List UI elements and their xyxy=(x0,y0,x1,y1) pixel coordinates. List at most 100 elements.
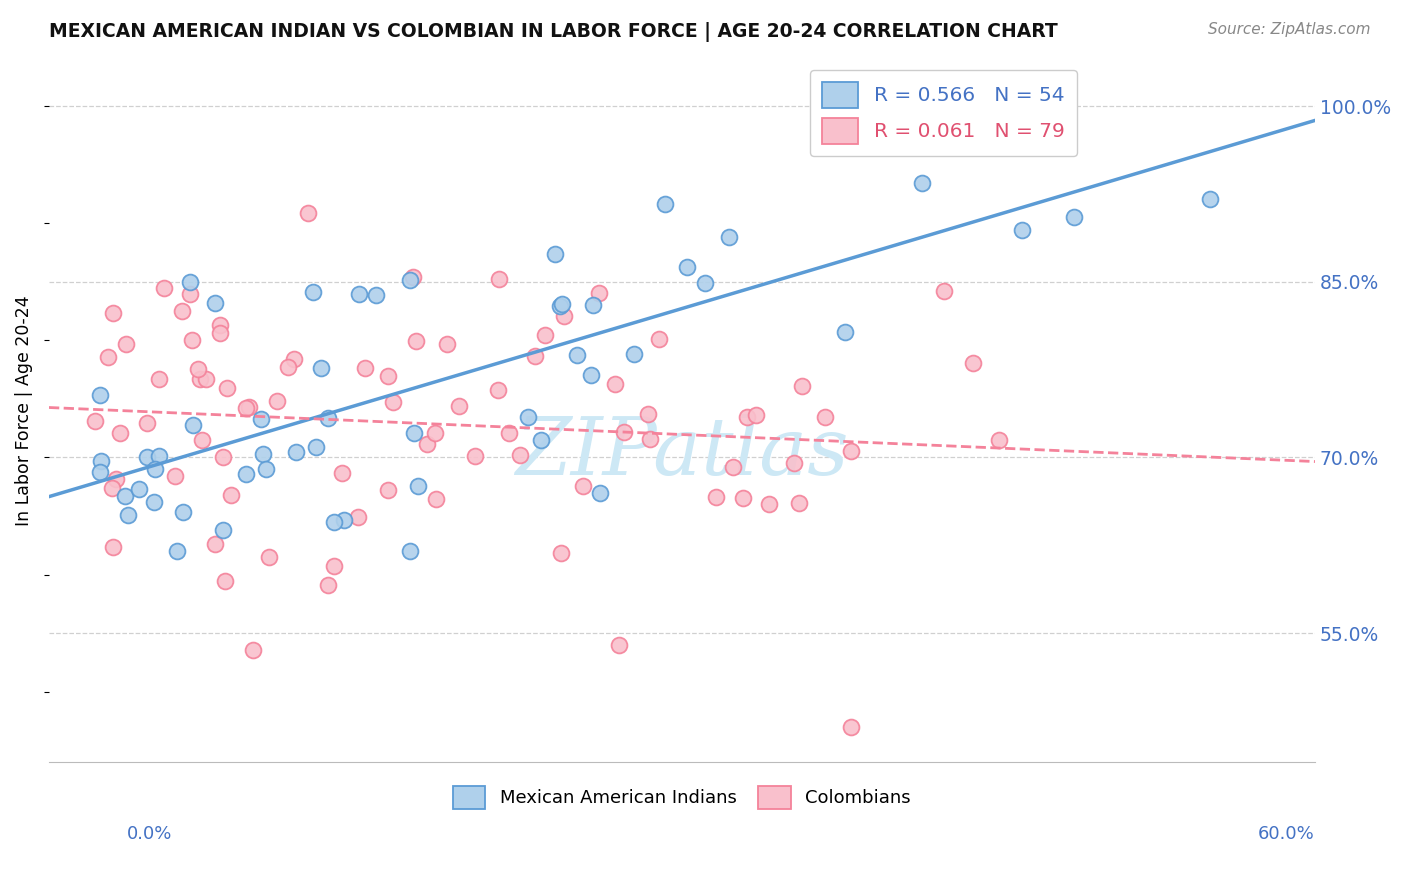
Point xyxy=(181,333,204,347)
Point xyxy=(208,318,231,332)
Point xyxy=(744,408,766,422)
Point xyxy=(423,425,446,440)
Point xyxy=(523,349,546,363)
Point xyxy=(550,546,572,560)
Point xyxy=(208,326,231,340)
Point xyxy=(550,297,572,311)
Point xyxy=(581,368,603,382)
Point xyxy=(305,441,328,455)
Point xyxy=(398,544,420,558)
Point xyxy=(143,495,166,509)
Point xyxy=(1011,223,1033,237)
Point xyxy=(637,407,659,421)
Point xyxy=(758,497,780,511)
Point xyxy=(718,230,741,244)
Point xyxy=(553,309,575,323)
Point xyxy=(416,437,439,451)
Point xyxy=(101,540,124,554)
Point xyxy=(117,508,139,522)
Point xyxy=(191,434,214,448)
Point xyxy=(252,447,274,461)
Point xyxy=(498,426,520,441)
Point xyxy=(544,247,567,261)
Point xyxy=(787,496,810,510)
Point xyxy=(84,414,107,428)
Point xyxy=(238,400,260,414)
Point xyxy=(166,544,188,558)
Point xyxy=(235,467,257,481)
Point xyxy=(932,285,955,299)
Point xyxy=(322,558,344,573)
Point xyxy=(172,304,194,318)
Point xyxy=(486,383,509,397)
Point xyxy=(148,449,170,463)
Point xyxy=(548,299,571,313)
Point xyxy=(257,550,280,565)
Point xyxy=(366,288,388,302)
Point xyxy=(302,285,325,299)
Point xyxy=(148,371,170,385)
Point xyxy=(212,523,235,537)
Point xyxy=(97,350,120,364)
Point xyxy=(242,643,264,657)
Point xyxy=(962,356,984,370)
Point xyxy=(530,434,553,448)
Point xyxy=(136,417,159,431)
Point xyxy=(911,176,934,190)
Text: ZIPatlas: ZIPatlas xyxy=(515,414,849,491)
Point xyxy=(330,466,353,480)
Point xyxy=(1063,210,1085,224)
Point xyxy=(128,482,150,496)
Point xyxy=(135,450,157,464)
Point xyxy=(316,410,339,425)
Point xyxy=(214,574,236,588)
Point xyxy=(588,286,610,301)
Point xyxy=(565,349,588,363)
Point xyxy=(582,298,605,312)
Point xyxy=(425,491,447,506)
Point xyxy=(285,444,308,458)
Point xyxy=(613,425,636,440)
Point xyxy=(333,513,356,527)
Text: 60.0%: 60.0% xyxy=(1258,825,1315,843)
Point xyxy=(654,196,676,211)
Point xyxy=(834,325,856,339)
Point xyxy=(353,361,375,376)
Point xyxy=(105,472,128,486)
Point xyxy=(163,469,186,483)
Point xyxy=(731,491,754,506)
Point xyxy=(675,260,697,275)
Point xyxy=(347,287,370,301)
Point xyxy=(283,351,305,366)
Point xyxy=(987,433,1010,447)
Point xyxy=(211,450,233,465)
Point xyxy=(195,372,218,386)
Text: MEXICAN AMERICAN INDIAN VS COLOMBIAN IN LABOR FORCE | AGE 20-24 CORRELATION CHAR: MEXICAN AMERICAN INDIAN VS COLOMBIAN IN … xyxy=(49,22,1057,42)
Point xyxy=(217,380,239,394)
Point xyxy=(115,337,138,351)
Point xyxy=(114,489,136,503)
Point xyxy=(382,395,405,409)
Point xyxy=(534,328,557,343)
Point xyxy=(254,462,277,476)
Point xyxy=(108,425,131,440)
Point xyxy=(250,412,273,426)
Point xyxy=(405,334,427,348)
Point xyxy=(721,459,744,474)
Point xyxy=(509,448,531,462)
Point xyxy=(464,450,486,464)
Point xyxy=(638,432,661,446)
Point xyxy=(318,578,340,592)
Point xyxy=(910,99,932,113)
Point xyxy=(219,488,242,502)
Point xyxy=(814,409,837,424)
Point xyxy=(153,280,176,294)
Point xyxy=(179,287,201,301)
Point xyxy=(404,425,426,440)
Point xyxy=(488,271,510,285)
Text: 0.0%: 0.0% xyxy=(127,825,172,843)
Point xyxy=(693,277,716,291)
Point xyxy=(266,393,288,408)
Point xyxy=(204,537,226,551)
Point xyxy=(181,417,204,432)
